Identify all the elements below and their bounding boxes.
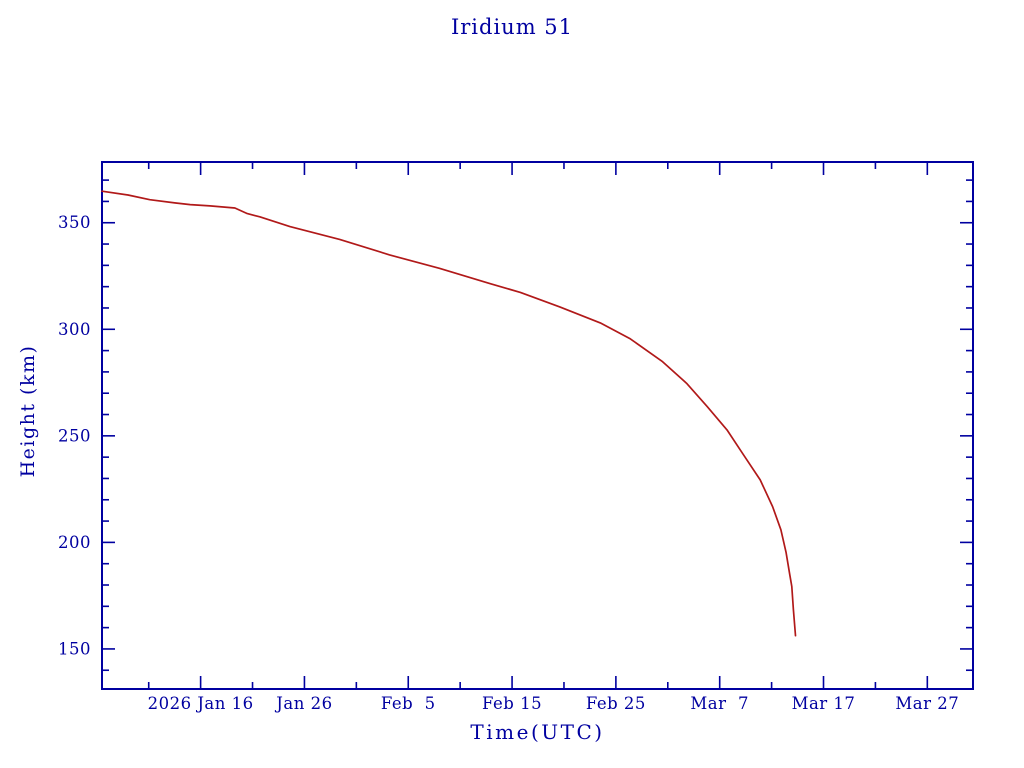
y-tick-label: 150 [58,639,91,658]
x-tick-label: Mar 27 [895,694,959,713]
y-tick-label: 300 [58,320,91,339]
y-tick-label: 250 [58,426,91,445]
x-tick-label: Feb 5 [381,694,436,713]
x-tick-label: Feb 25 [586,694,646,713]
decay-curve [101,190,797,637]
x-tick-label: Mar 17 [792,694,856,713]
x-axis-label: Time(UTC) [470,720,605,744]
y-tick-label: 200 [58,533,91,552]
tick-labels: 2026 Jan 16 Jan 26 Feb 5 Feb 15 Feb 25 Mar 7 M… [58,213,959,713]
x-tick-label: Feb 15 [482,694,542,713]
y-tick-label: 350 [58,213,91,232]
plot-frame [101,161,974,690]
x-tick-label: Jan 26 [274,694,332,713]
axis-ticks [102,162,973,689]
x-tick-label: Mar 7 [690,694,749,713]
chart-title: Iridium 51 [450,15,574,39]
x-tick-label: 2026 Jan 16 [148,694,254,713]
